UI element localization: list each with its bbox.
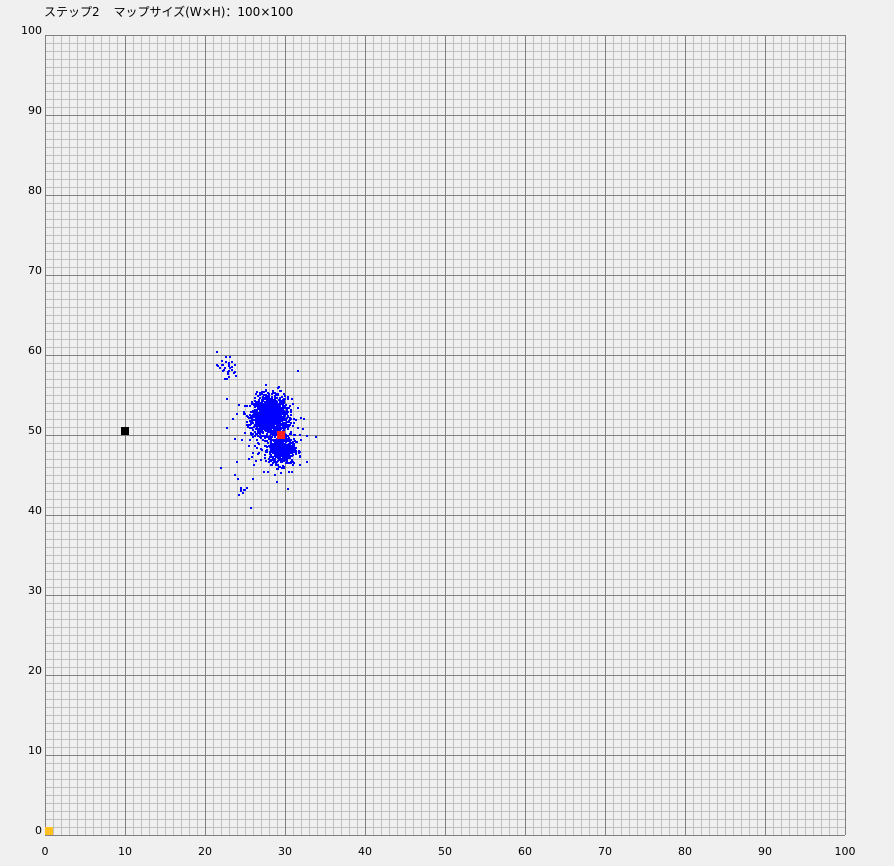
status-line: ステップ2 マップサイズ(W×H)：100×100 (44, 3, 303, 20)
y-tick-label: 40 (28, 504, 42, 517)
particle-cloud (216, 351, 317, 509)
landmark-marker (121, 427, 129, 435)
x-tick-label: 90 (758, 845, 772, 858)
map-size-label: マップサイズ(W×H)：100×100 (113, 5, 294, 19)
estimated-position-marker (277, 431, 285, 439)
y-tick-label: 100 (21, 24, 42, 37)
x-tick-label: 80 (678, 845, 692, 858)
y-tick-label: 10 (28, 744, 42, 757)
x-tick-label: 50 (438, 845, 452, 858)
y-tick-label: 20 (28, 664, 42, 677)
y-tick-label: 60 (28, 344, 42, 357)
markers (45, 427, 285, 835)
x-tick-label: 30 (278, 845, 292, 858)
x-tick-label: 40 (358, 845, 372, 858)
origin-marker (45, 827, 53, 835)
y-tick-label: 80 (28, 184, 42, 197)
step-label: ステップ2 (44, 5, 100, 19)
x-axis-tick-labels: 0 10 20 30 40 50 60 70 80 90 100 (42, 845, 856, 858)
y-tick-label: 90 (28, 104, 42, 117)
x-tick-label: 100 (835, 845, 856, 858)
y-tick-label: 30 (28, 584, 42, 597)
y-tick-label: 70 (28, 264, 42, 277)
y-axis-tick-labels: 0 10 20 30 40 50 60 70 80 90 100 (21, 24, 42, 837)
y-tick-label: 0 (35, 824, 42, 837)
x-tick-label: 10 (118, 845, 132, 858)
x-tick-label: 20 (198, 845, 212, 858)
y-tick-label: 50 (28, 424, 42, 437)
x-tick-label: 70 (598, 845, 612, 858)
x-tick-label: 0 (42, 845, 49, 858)
particles (216, 351, 317, 509)
x-tick-label: 60 (518, 845, 532, 858)
